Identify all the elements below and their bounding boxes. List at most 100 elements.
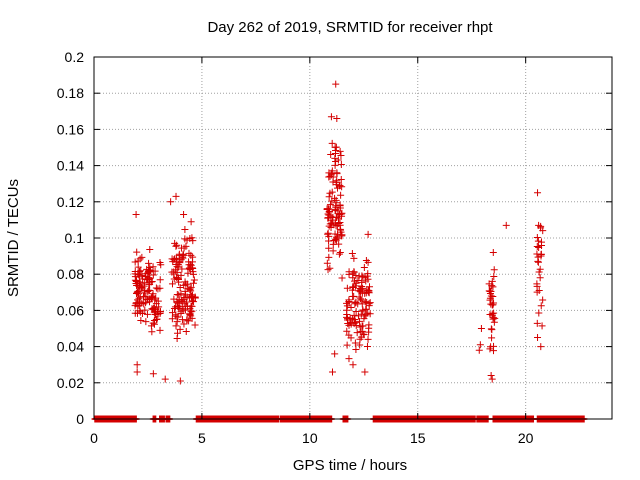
data-point [189,265,197,273]
data-point [138,253,146,261]
data-point [148,328,156,336]
data-point [533,319,541,327]
data-point [535,309,543,317]
data-point [135,301,143,309]
data-point [539,227,547,235]
data-point [337,191,345,199]
data-point [355,293,363,301]
data-point [488,375,496,383]
data-point [187,218,195,226]
data-point [354,276,362,284]
data-point [191,294,199,302]
data-point [145,268,153,276]
data-point [176,325,184,333]
data-point [328,139,336,147]
data-point [147,267,155,275]
data-point [190,298,198,306]
data-point [488,277,496,285]
x-axis-label: GPS time / hours [293,457,407,474]
data-point [537,343,545,351]
data-point [325,244,333,252]
data-point [189,279,197,287]
data-point [337,232,345,240]
y-tick-label: 0.02 [57,375,84,391]
data-point [489,248,497,256]
data-point [136,298,144,306]
data-point [330,221,338,229]
y-tick-label: 0.16 [57,121,84,137]
data-point [172,273,180,281]
data-point [191,321,199,329]
data-point [183,316,191,324]
data-point [172,260,180,268]
data-point [152,284,160,292]
data-point [343,341,351,349]
data-point [154,308,162,316]
data-point [332,236,340,244]
data-point [350,292,358,300]
data-point [502,221,510,229]
data-point [182,328,190,336]
data-point [488,282,496,290]
data-point [177,290,185,298]
data-point [488,310,496,318]
data-point [132,300,140,308]
data-point [331,161,339,169]
data-point [351,339,359,347]
data-point [489,283,497,291]
data-point [181,235,189,243]
data-point [343,284,351,292]
data-point [361,312,369,320]
data-point [352,272,360,280]
data-point [337,175,345,183]
data-point [131,258,139,266]
data-point [134,287,142,295]
data-point [356,317,364,325]
axis-ticks [93,56,612,420]
y-tick-label: 0.14 [57,158,84,174]
data-point [326,264,334,272]
data-point [149,370,157,378]
data-point [349,361,357,369]
data-point [350,268,358,276]
data-point [345,355,353,363]
data-point [490,318,498,326]
data-point [151,296,159,304]
data-point [145,259,153,267]
data-point [146,245,154,253]
data-point [138,271,146,279]
data-point [326,220,334,228]
data-point [178,265,186,273]
data-point [177,309,185,317]
data-point [365,321,373,329]
data-point [352,282,360,290]
y-tick-label: 0.18 [57,85,84,101]
data-point [353,329,361,337]
data-point [175,251,183,259]
data-point [172,322,180,330]
data-point [537,251,545,259]
data-point [475,346,483,354]
data-point [350,254,358,262]
data-point [535,221,543,229]
data-point [358,327,366,335]
data-point [174,329,182,337]
data-point [332,80,340,88]
data-point [359,322,367,330]
data-point [336,147,344,155]
data-point [363,342,371,350]
data-point [144,288,152,296]
data-point [487,325,495,333]
data-point [186,310,194,318]
data-point [328,197,336,205]
data-point [328,188,336,196]
data-point [176,284,184,292]
data-point [324,229,332,237]
y-axis-label: SRMTID / TECUs [5,179,22,297]
data-point [149,290,157,298]
data-point [327,171,335,179]
data-point [168,315,176,323]
data-point [538,322,546,330]
